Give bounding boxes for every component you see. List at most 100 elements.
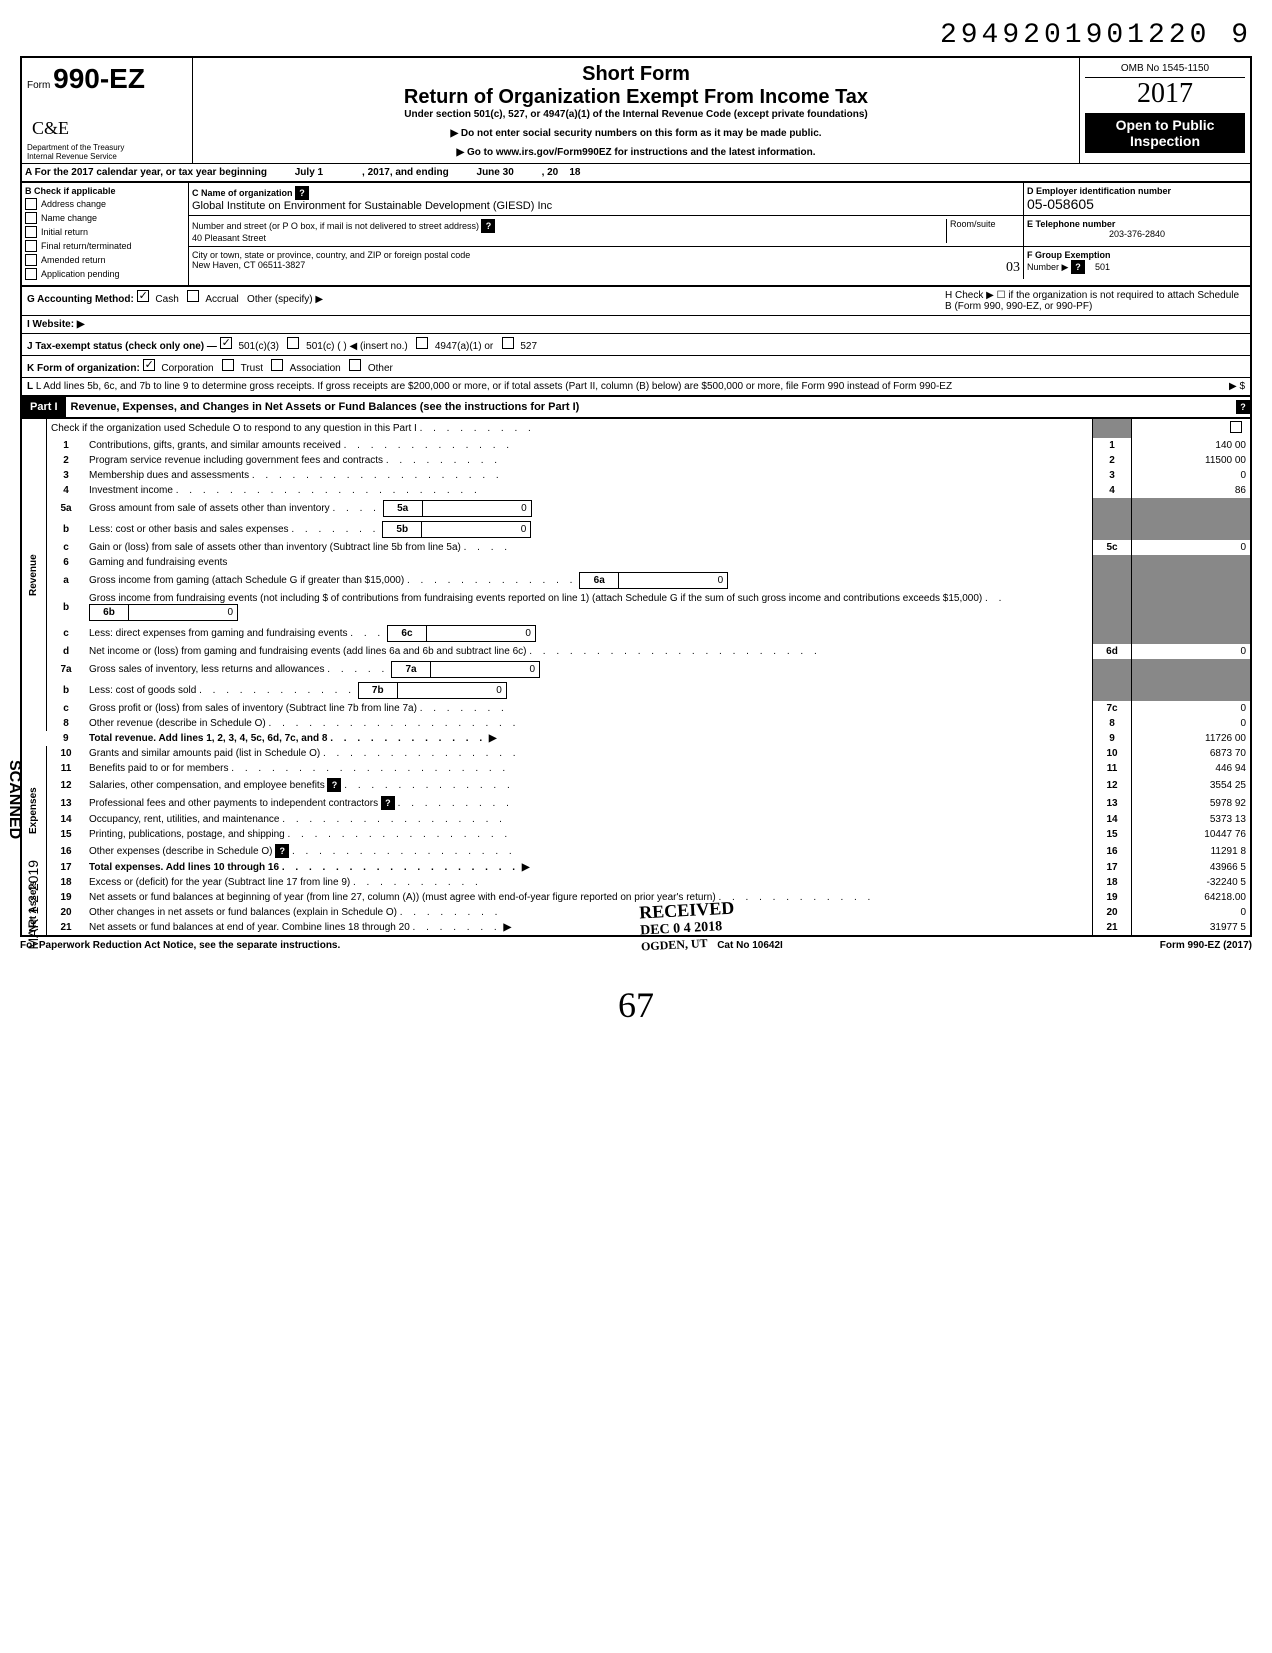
help-icon[interactable]: ? [295,186,309,200]
help-icon[interactable]: ? [275,844,289,858]
received-stamp: RECEIVED DEC 0 4 2018 OGDEN, UT [639,898,737,955]
form-number: 990-EZ [53,63,145,94]
omb-number: OMB No 1545-1150 [1085,63,1245,78]
checkbox-501c[interactable] [287,337,299,349]
checkbox-amended-return[interactable] [25,254,37,266]
row-g-label: G Accounting Method: [27,294,134,305]
end-year: 18 [569,167,580,178]
line-7c-desc: Gross profit or (loss) from sales of inv… [89,703,417,714]
line-4-desc: Investment income [89,485,173,496]
part1-title: Revenue, Expenses, and Changes in Net As… [66,398,1236,416]
line-18-desc: Excess or (deficit) for the year (Subtra… [89,877,350,888]
row-j-label: J Tax-exempt status (check only one) — [27,341,217,352]
line-2-amt: 11500 00 [1132,453,1252,468]
line-6d-amt: 0 [1132,644,1252,659]
row-h: H Check ▶ ☐ if the organization is not r… [945,290,1245,312]
line-4-amt: 86 [1132,483,1252,498]
checkbox-initial-return[interactable] [25,226,37,238]
line-5c-amt: 0 [1132,540,1252,555]
section-d-label: D Employer identification number [1027,186,1247,196]
line-6c-sub: 0 [426,626,535,642]
group-exemption: 501 [1095,262,1110,272]
k-opt-1: Trust [241,363,263,374]
part1-header-row: Part I Revenue, Expenses, and Changes in… [20,397,1252,419]
checkbox-501c3[interactable] [220,337,232,349]
line-7b-sub: 0 [397,683,506,699]
footer-right: Form 990-EZ (2017) [1160,940,1252,951]
line-12-amt: 3554 25 [1132,776,1252,794]
instruction-1: ▶ Do not enter social security numbers o… [198,128,1074,139]
org-name: Global Institute on Environment for Sust… [192,200,1020,212]
line-19-desc: Net assets or fund balances at beginning… [89,892,716,903]
dept-treasury: Department of the Treasury [27,143,124,152]
line-17-desc: Total expenses. Add lines 10 through 16 [89,862,279,873]
checkbox-cash[interactable] [137,290,149,302]
line-8-amt: 0 [1132,716,1252,731]
section-a-label: A For the 2017 calendar year, or tax yea… [25,167,267,178]
section-a-mid: , 2017, and ending [362,167,449,178]
line-3-amt: 0 [1132,468,1252,483]
line-7a-sub: 0 [431,662,540,678]
section-b-title: B Check if applicable [25,186,185,196]
other-label: Other (specify) ▶ [247,294,323,305]
line-1-amt: 140 00 [1132,438,1252,453]
line-12-desc: Salaries, other compensation, and employ… [89,780,325,791]
line-8-desc: Other revenue (describe in Schedule O) [89,718,266,729]
line-13-desc: Professional fees and other payments to … [89,798,378,809]
cb-label-1: Name change [41,213,97,223]
checkbox-corporation[interactable] [143,359,155,371]
line-6b-sub: 0 [129,605,238,621]
line-21-desc: Net assets or fund balances at end of ye… [89,922,410,933]
part1-label: Part I [22,397,66,417]
section-f-label: F Group Exemption [1027,250,1247,260]
help-icon[interactable]: ? [327,778,341,792]
line-6a-desc: Gross income from gaming (attach Schedul… [89,575,404,586]
header-left: Form 990-EZ C&E Department of the Treasu… [22,58,193,163]
checkbox-accrual[interactable] [187,290,199,302]
city-label: City or town, state or province, country… [192,250,1020,260]
checkbox-527[interactable] [502,337,514,349]
checkbox-schedule-o[interactable] [1230,421,1242,433]
info-grid: B Check if applicable Address change Nam… [20,183,1252,287]
side-revenue: Revenue [21,419,47,731]
line-6b-desc: Gross income from fundraising events (no… [89,593,982,604]
accrual-label: Accrual [205,294,238,305]
handwritten-bottom: 67 [20,984,1252,1026]
line-6-desc: Gaming and fundraising events [85,555,1093,570]
header-center: Short Form Return of Organization Exempt… [193,58,1080,163]
part1-check-line: Check if the organization used Schedule … [47,419,1093,438]
line-5a-sub: 0 [422,501,531,517]
checkbox-trust[interactable] [222,359,234,371]
checkbox-association[interactable] [271,359,283,371]
checkbox-final-return[interactable] [25,240,37,252]
city: New Haven, CT 06511-3827 [192,260,305,270]
rows-ghijkl: G Accounting Method: Cash Accrual Other … [20,287,1252,397]
help-icon[interactable]: ? [1236,400,1250,414]
checkbox-application-pending[interactable] [25,268,37,280]
section-a: A For the 2017 calendar year, or tax yea… [20,163,1252,183]
line-14-desc: Occupancy, rent, utilities, and maintena… [89,814,279,825]
street: 40 Pleasant Street [192,233,946,243]
help-icon[interactable]: ? [481,219,495,233]
form-title: Return of Organization Exempt From Incom… [198,86,1074,109]
help-icon[interactable]: ? [381,796,395,810]
line-5b-desc: Less: cost or other basis and sales expe… [89,524,289,535]
checkbox-address-change[interactable] [25,198,37,210]
line-19-amt: 64218.00 [1132,890,1252,905]
line-10-desc: Grants and similar amounts paid (list in… [89,748,320,759]
checkbox-name-change[interactable] [25,212,37,224]
line-6c-desc: Less: direct expenses from gaming and fu… [89,628,347,639]
form-header: Form 990-EZ C&E Department of the Treasu… [20,56,1252,163]
row-l-arrow: ▶ $ [1125,381,1245,392]
checkbox-other-org[interactable] [349,359,361,371]
part1-table: Revenue Check if the organization used S… [20,419,1252,937]
cash-label: Cash [155,294,178,305]
help-icon[interactable]: ? [1071,260,1085,274]
ein: 05-058605 [1027,196,1247,212]
side-expenses: Expenses [21,746,47,875]
line-21-amt: 31977 5 [1132,920,1252,936]
tax-year: 2017 [1085,78,1245,110]
line-11-amt: 446 94 [1132,761,1252,776]
checkbox-4947[interactable] [416,337,428,349]
form-subtitle: Under section 501(c), 527, or 4947(a)(1)… [198,109,1074,120]
